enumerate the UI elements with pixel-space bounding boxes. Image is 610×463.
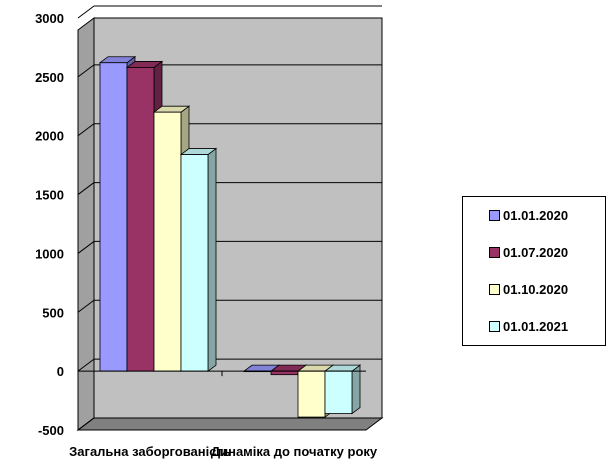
- gridline-side: [77, 417, 95, 431]
- legend-label: 01.01.2021: [503, 318, 569, 334]
- y-tick-label: 1500: [35, 188, 64, 203]
- legend-label: 01.01.2020: [503, 207, 569, 223]
- y-tick-label: 2500: [35, 70, 64, 85]
- legend-swatch: [489, 246, 500, 258]
- x-category-label: Загальна заборгованість: [69, 444, 231, 459]
- y-axis-ticks: -500 0 500 1000 1500 2000 2500 3000: [35, 11, 64, 438]
- legend-item: 01.07.2020: [489, 244, 568, 260]
- gridline-side: [77, 358, 95, 372]
- bar: [323, 364, 362, 415]
- side-wall: [77, 17, 95, 431]
- legend: 01.01.2020 01.07.2020 01.10.2020 01.01.2021: [462, 196, 606, 346]
- y-tick-label: 3000: [35, 11, 64, 26]
- axes: [77, 30, 366, 430]
- y-tick-label: 0: [57, 364, 64, 379]
- gridline-side: [77, 5, 95, 19]
- legend-swatch: [489, 283, 500, 295]
- legend-item: 01.01.2021: [489, 318, 568, 334]
- bar: [179, 147, 218, 372]
- gridline-side: [77, 241, 95, 254]
- gridline-side: [77, 182, 95, 195]
- bars: [98, 55, 362, 418]
- legend-item: 01.01.2020: [489, 207, 568, 223]
- legend-swatch: [489, 209, 500, 221]
- legend-label: 01.10.2020: [503, 281, 569, 297]
- floor: [76, 417, 384, 431]
- legend-swatch: [489, 320, 500, 332]
- y-tick-label: -500: [38, 423, 64, 438]
- y-tick-label: 2000: [35, 129, 64, 144]
- legend-label: 01.07.2020: [503, 244, 569, 260]
- y-tick-label: 1000: [35, 246, 64, 261]
- legend-item: 01.10.2020: [489, 281, 568, 297]
- x-category-label: Динаміка до початку року: [211, 444, 378, 459]
- y-tick-label: 500: [42, 305, 64, 320]
- gridline-side: [77, 123, 95, 137]
- gridline-side: [77, 64, 95, 78]
- gridline-side: [77, 299, 95, 313]
